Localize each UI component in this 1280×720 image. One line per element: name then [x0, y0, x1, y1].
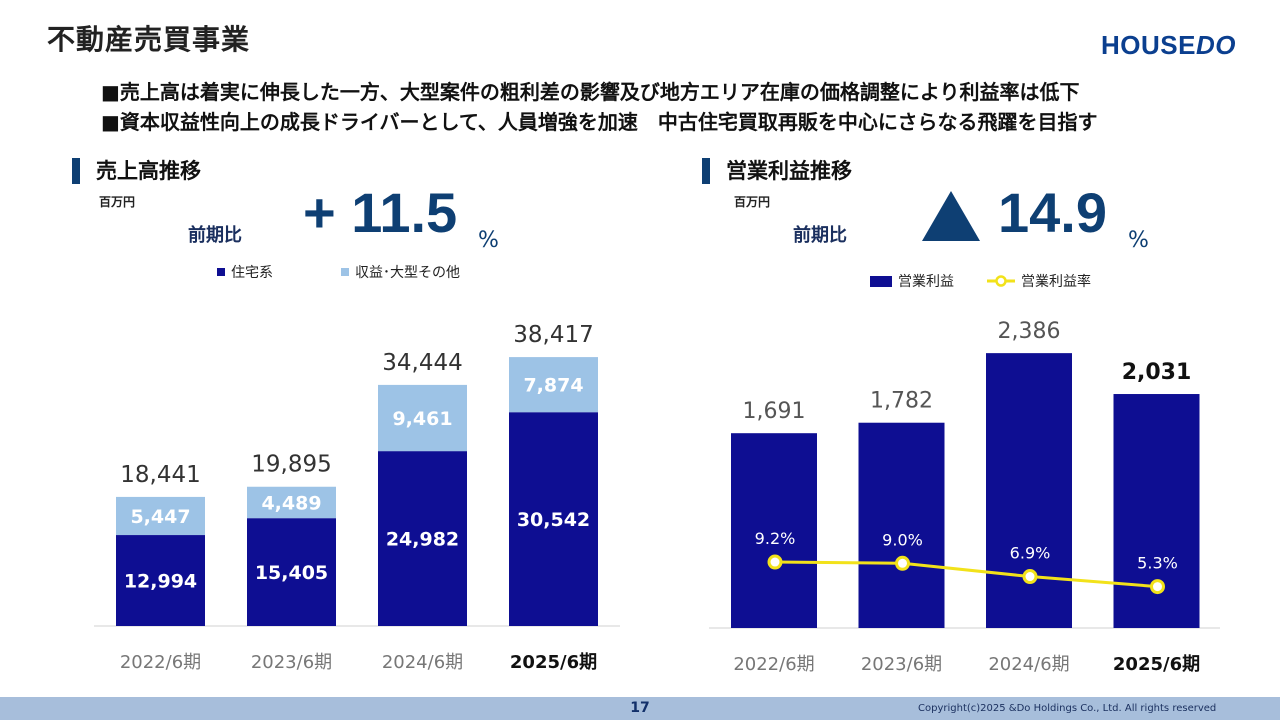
bar-other [116, 496, 205, 536]
copyright-text: Copyright(c)2025 &Do Holdings Co., Ltd. … [918, 703, 1217, 714]
logo-text-house: HOUSE [1101, 30, 1196, 60]
bar-other [378, 384, 467, 452]
data-label-housing: 15,405 [255, 562, 328, 584]
profit-margin-point [895, 555, 910, 571]
data-label-operating-profit: 1,691 [743, 399, 806, 424]
profit-margin-point [1150, 579, 1165, 595]
data-label-operating-profit: 2,386 [998, 319, 1061, 344]
x-tick-label: 2025/6期 [510, 652, 597, 673]
legend-housing: 住宅系 [217, 262, 273, 282]
footer-bar [0, 697, 1280, 720]
bar-housing [116, 535, 205, 626]
data-label-profit-margin: 9.0% [882, 530, 923, 549]
profit-unit: 百万円 [734, 195, 771, 209]
profit-yoy-label: 前期比 [793, 225, 847, 246]
legend-swatch-other [341, 268, 349, 276]
legend-label-other: 収益･大型その他 [355, 265, 460, 281]
data-label-total: 34,444 [382, 350, 462, 376]
sales-yoy-value: + 11.5 [303, 181, 458, 244]
bar-operating-profit [731, 433, 817, 628]
data-label-operating-profit: 2,031 [1122, 360, 1192, 385]
profit-margin-line [774, 560, 1158, 589]
bar-other [247, 486, 336, 519]
x-tick-label: 2022/6期 [733, 654, 814, 675]
data-label-other: 5,447 [130, 506, 190, 528]
operating-profit-chart: 1,691 2022/6期 1,782 2023/6期 2,386 2024/6期 2,03… [709, 319, 1220, 675]
data-label-profit-margin: 5.3% [1137, 554, 1178, 573]
profit-margin-point [1022, 569, 1038, 585]
data-label-total: 38,417 [513, 322, 593, 348]
data-label-other: 4,489 [261, 492, 321, 514]
sales-unit: 百万円 [99, 195, 136, 209]
legend-operating-profit: 営業利益 [870, 271, 954, 291]
legend-profit-margin: 営業利益率 [987, 271, 1091, 291]
profit-yoy-percent: % [1128, 228, 1149, 253]
legend-label-profit-margin: 営業利益率 [1021, 274, 1091, 290]
bullet-point-1: ■売上高は着実に伸長した一方、大型案件の粗利差の影響及び地方エリア在庫の価格調整… [101, 80, 1080, 104]
legend-swatch-profit-margin [987, 275, 1015, 287]
bar-operating-profit [986, 353, 1072, 628]
sales-section-title: 売上高推移 [72, 158, 201, 184]
data-label-housing: 30,542 [517, 509, 590, 531]
legend-label-housing: 住宅系 [231, 265, 273, 281]
legend-swatch-operating-profit [870, 275, 892, 287]
page-title: 不動産売買事業 [47, 23, 251, 56]
bar-other [509, 357, 598, 413]
bar-housing [509, 412, 598, 626]
data-label-housing: 12,994 [124, 571, 197, 593]
x-tick-label: 2022/6期 [120, 652, 201, 673]
data-label-profit-margin: 9.2% [755, 529, 796, 548]
x-tick-label: 2025/6期 [1113, 654, 1200, 675]
x-tick-label: 2023/6期 [861, 654, 942, 675]
legend-other: 収益･大型その他 [341, 262, 460, 282]
company-logo: HOUSEDO [1101, 30, 1236, 61]
data-label-other: 9,461 [392, 408, 452, 430]
legend-label-operating-profit: 営業利益 [898, 274, 954, 290]
bar-housing [378, 451, 467, 626]
decrease-triangle-icon [922, 191, 980, 241]
data-label-other: 7,874 [523, 375, 583, 397]
sales-yoy-percent: % [478, 228, 499, 253]
x-tick-label: 2024/6期 [382, 652, 463, 673]
x-tick-label: 2023/6期 [251, 652, 332, 673]
data-label-profit-margin: 6.9% [1010, 544, 1051, 563]
profit-yoy-value: 14.9 [998, 181, 1107, 244]
bar-operating-profit [858, 422, 945, 628]
legend-swatch-housing [217, 268, 225, 276]
bar-housing [247, 518, 336, 626]
data-label-total: 19,895 [251, 452, 331, 478]
x-tick-label: 2024/6期 [988, 654, 1069, 675]
sales-chart: 12,994 5,447 18,441 2022/6期 15,405 4,489 19,89… [94, 322, 620, 673]
profit-section-title: 営業利益推移 [702, 158, 852, 184]
data-label-operating-profit: 1,782 [870, 389, 933, 414]
data-label-total: 18,441 [120, 462, 200, 488]
sales-yoy-label: 前期比 [188, 225, 242, 246]
data-label-housing: 24,982 [386, 529, 459, 551]
logo-text-do: DO [1195, 30, 1236, 60]
page-number: 17 [630, 700, 650, 716]
bullet-point-2: ■資本収益性向上の成長ドライバーとして、人員増強を加速 中古住宅買取再販を中心に… [101, 110, 1098, 134]
profit-margin-point [767, 554, 783, 570]
